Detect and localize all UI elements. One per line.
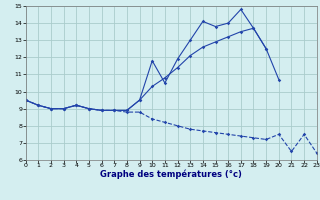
X-axis label: Graphe des températures (°c): Graphe des températures (°c) — [100, 170, 242, 179]
